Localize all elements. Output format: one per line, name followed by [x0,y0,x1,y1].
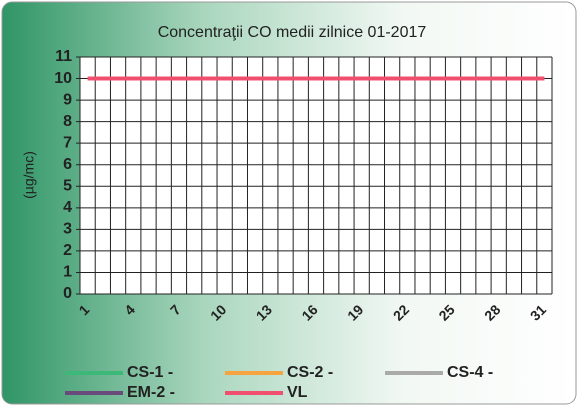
legend-label: CS-1 - [127,364,173,381]
y-tick-label: 1 [63,264,72,281]
y-tick-label: 2 [63,242,72,259]
y-tick-label: 7 [63,134,72,151]
y-tick-label: 3 [63,221,72,238]
y-tick-label: 4 [63,199,72,216]
y-tick-label: 10 [54,70,72,87]
y-tick-label: 8 [63,113,72,130]
plot-area [80,57,552,294]
y-tick-label: 5 [63,177,72,194]
legend-label: CS-2 - [287,364,333,381]
y-tick-label: 11 [55,48,72,65]
y-tick-label: 6 [63,156,72,173]
legend-label: EM-2 - [127,384,175,401]
y-tick-label: 9 [63,91,72,108]
y-tick-label: 0 [63,285,72,302]
legend-label: VL [287,384,308,401]
y-axis-label: (µg/mc) [21,151,37,199]
legend-label: CS-4 - [447,364,493,381]
chart-title: Concentraţii CO medii zilnice 01-2017 [158,24,427,41]
